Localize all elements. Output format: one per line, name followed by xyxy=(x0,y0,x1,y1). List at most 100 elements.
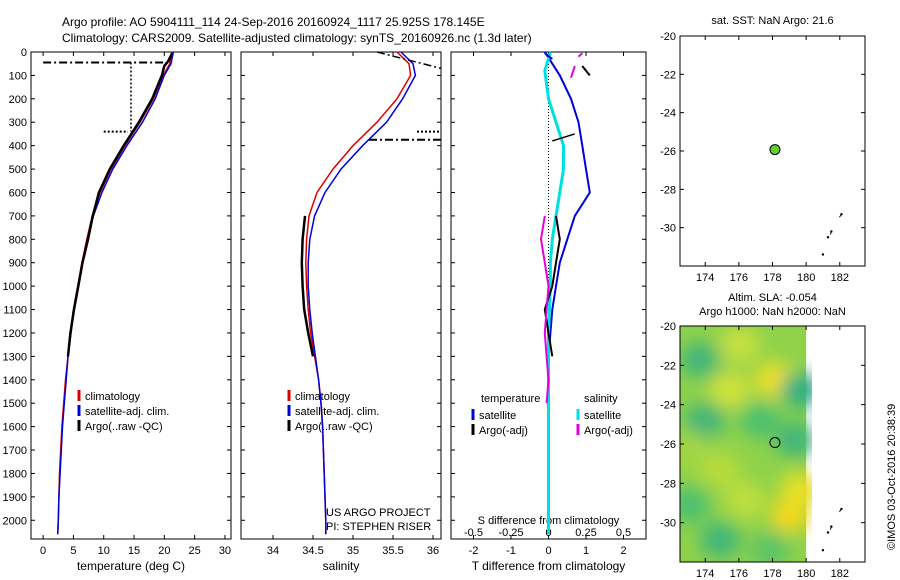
island-marker xyxy=(826,531,830,534)
y-tick-label: 600 xyxy=(9,187,27,199)
x-tick-label: 0 xyxy=(545,545,551,557)
series-line xyxy=(543,51,565,535)
heatmap-cell xyxy=(700,452,740,488)
y-tick-label: 1700 xyxy=(3,445,27,457)
x2-tick-label: -0.25 xyxy=(498,527,523,539)
legend-entry: Argo(-adj) xyxy=(584,425,633,437)
heatmap-cell xyxy=(750,532,790,562)
y-tick-label: -30 xyxy=(660,223,676,235)
y-tick-label: -30 xyxy=(660,518,676,530)
x-tick-label: 176 xyxy=(730,568,748,580)
sla-map-subtitle: Argo h1000: NaN h2000: NaN xyxy=(699,306,846,318)
outlier-mark xyxy=(544,52,553,60)
y-tick-label: -28 xyxy=(660,184,676,196)
y-tick-label: 1000 xyxy=(3,281,27,293)
y-tick-label: 500 xyxy=(9,164,27,176)
legend-entry: satellite xyxy=(584,410,621,422)
series-line xyxy=(307,51,417,535)
outlier-mark xyxy=(570,65,576,79)
heatmap-cell xyxy=(710,372,750,408)
heatmap-blobs xyxy=(680,327,812,562)
y-tick-label: 0 xyxy=(21,47,27,59)
y-tick-label: -26 xyxy=(660,146,676,158)
legend-group-title: temperature xyxy=(481,393,540,405)
y-tick-label: -28 xyxy=(660,478,676,490)
y-tick-label: 1800 xyxy=(3,468,27,480)
legend-group-title: salinity xyxy=(584,393,618,405)
y-tick-label: 900 xyxy=(9,258,27,270)
series-line xyxy=(543,215,561,357)
heatmap-cell xyxy=(775,422,812,458)
y-tick-label: 2000 xyxy=(3,515,27,527)
x2-tick-label: -0.5 xyxy=(464,527,483,539)
y-tick-label: 1200 xyxy=(3,328,27,340)
x-tick-label: 34.5 xyxy=(302,545,323,557)
y-tick-label: 300 xyxy=(9,117,27,129)
sst-map-title: sat. SST: NaN Argo: 21.6 xyxy=(711,15,833,27)
x-tick-label: 174 xyxy=(696,568,714,580)
x-axis-label: salinity xyxy=(323,559,360,573)
heatmap-cell xyxy=(680,342,720,378)
y-tick-label: -20 xyxy=(660,321,676,333)
island-outline xyxy=(829,526,832,530)
x-tick-label: -1 xyxy=(506,545,516,557)
x-tick-label: 15 xyxy=(128,545,140,557)
y-tick-label: 1400 xyxy=(3,375,27,387)
series-line xyxy=(56,51,175,535)
y-tick-label: -20 xyxy=(660,31,676,43)
legend-entry: Argo(..raw -QC) xyxy=(295,421,373,433)
series-line xyxy=(56,51,173,535)
temperature-profile-panel: 0 5 10 15 20 25 300100200300400500600700800900… xyxy=(3,47,232,573)
y-tick-label: -22 xyxy=(660,360,676,372)
x-tick-label: 0 xyxy=(40,545,46,557)
x2-tick-label: 0.25 xyxy=(575,527,596,539)
x-tick-label: 25 xyxy=(189,545,201,557)
y-tick-label: 700 xyxy=(9,211,27,223)
heatmap-cell xyxy=(680,487,710,523)
y-tick-label: 1100 xyxy=(3,305,27,317)
salinity-profile-panel: 34 34.5 35 35.5 36 salinity climatology satelli… xyxy=(240,51,442,573)
x-tick-label: 182 xyxy=(831,272,849,284)
legend-entry: Argo(-adj) xyxy=(479,425,528,437)
x-tick-label: 178 xyxy=(763,568,781,580)
sst-location-map-panel: sat. SST: NaN Argo: 21.6 174 176 178 180 182 -… xyxy=(660,15,866,284)
heatmap-cell xyxy=(780,372,812,408)
y-tick-label: 1300 xyxy=(3,351,27,363)
sla-heatmap xyxy=(680,326,812,562)
x-tick-label: 178 xyxy=(763,272,781,284)
y-tick-label: -22 xyxy=(660,69,676,81)
island-marker xyxy=(826,236,830,239)
x-tick-label: -2 xyxy=(469,545,479,557)
heatmap-cell xyxy=(720,327,760,363)
y-tick-label: 400 xyxy=(9,141,27,153)
x-tick-label: 182 xyxy=(831,568,849,580)
series-line xyxy=(300,215,315,357)
y-tick-label: 200 xyxy=(9,94,27,106)
y-tick-label: -24 xyxy=(660,400,676,412)
x-tick-label: 20 xyxy=(158,545,170,557)
x-tick-label: 35 xyxy=(347,545,359,557)
y-tick-label: 1600 xyxy=(3,422,27,434)
y-tick-label: 1900 xyxy=(3,492,27,504)
x-tick-label: 174 xyxy=(696,272,714,284)
difference-profile-panel: -2 -1 0 1 2-0.5 -0.25 0 0.25 0.5S difference fro… xyxy=(450,51,647,573)
sla-map-panel: Altim. SLA: -0.054 Argo h1000: NaN h2000:… xyxy=(660,292,866,580)
figure-title-line1: Argo profile: AO 5904111_114 24-Sep-2016… xyxy=(62,15,485,29)
x-tick-label: 180 xyxy=(797,568,815,580)
legend-entry: Argo(..raw -QC) xyxy=(85,421,163,433)
legend-entry: satellite-adj. clim. xyxy=(295,406,379,418)
y-tick-label: -26 xyxy=(660,439,676,451)
legend-entry: climatology xyxy=(295,391,351,403)
y-tick-label: 1500 xyxy=(3,398,27,410)
island-marker xyxy=(821,549,825,552)
x-axis-label: temperature (deg C) xyxy=(77,559,185,573)
plot-frame xyxy=(30,51,232,540)
sla-map-title: Altim. SLA: -0.054 xyxy=(728,292,817,304)
x2-tick-label: 0.5 xyxy=(616,527,631,539)
heatmap-cell xyxy=(680,432,710,468)
x-tick-label: 10 xyxy=(98,545,110,557)
qc-flag-line xyxy=(376,51,442,70)
project-credit: US ARGO PROJECT xyxy=(326,507,431,519)
heatmap-cell xyxy=(685,402,725,438)
